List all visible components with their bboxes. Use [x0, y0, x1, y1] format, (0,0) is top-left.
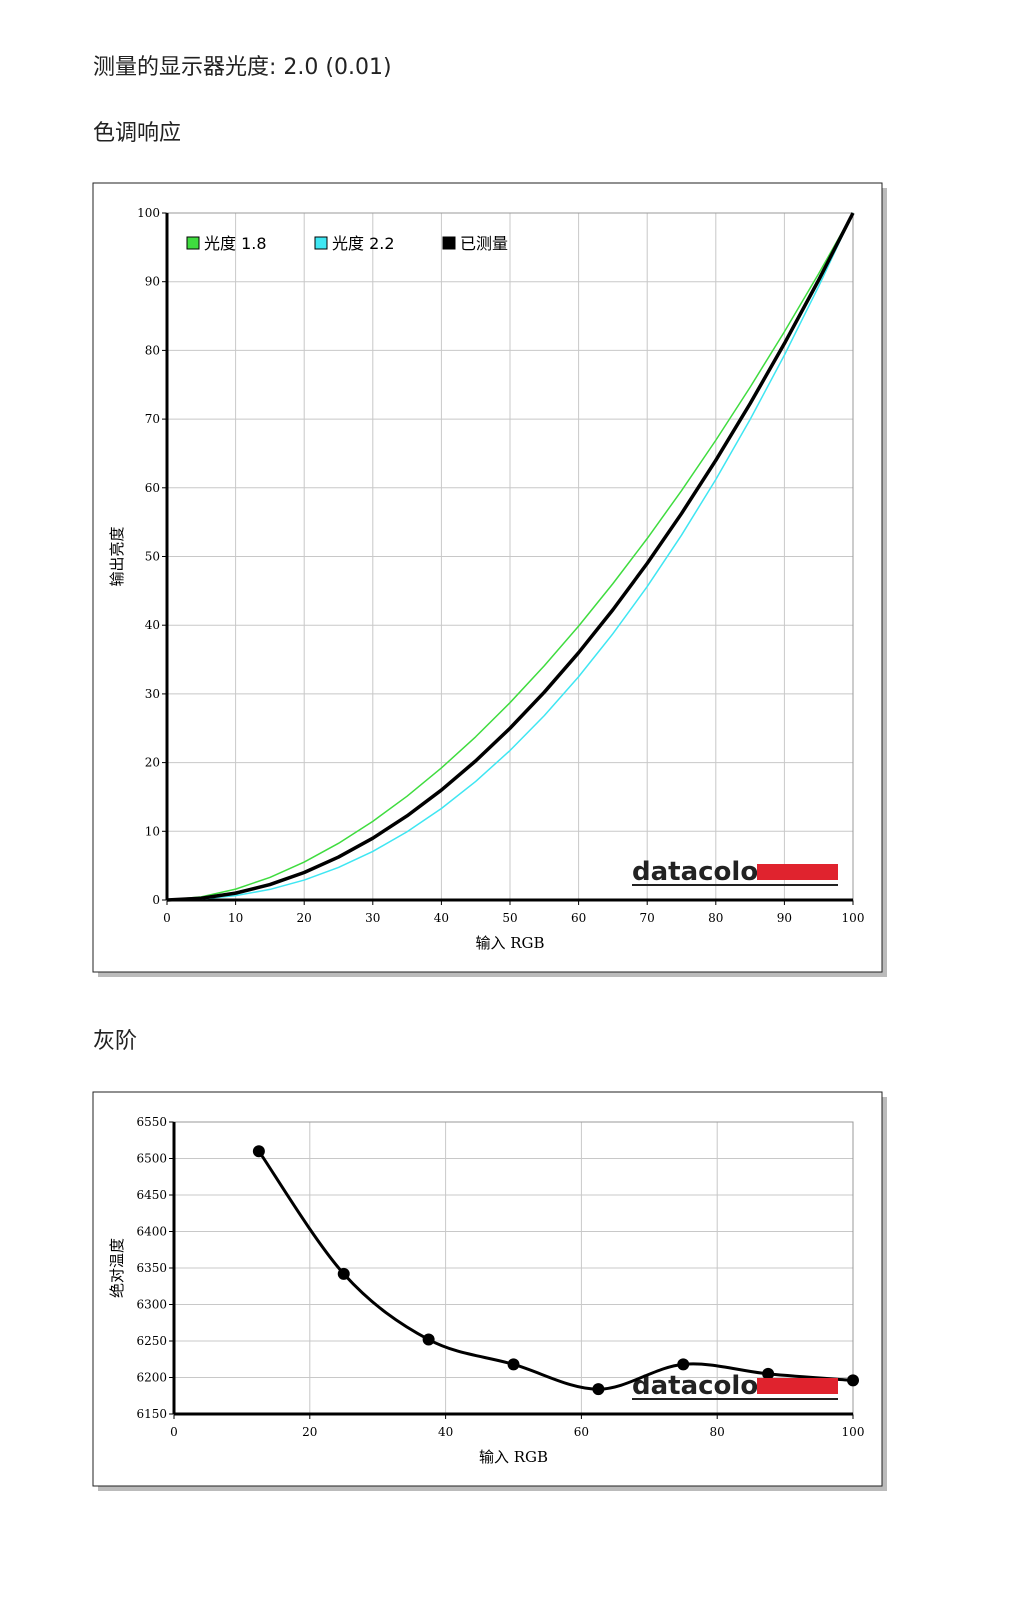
- series-line: [166, 212, 854, 901]
- x-tick-label: 20: [297, 911, 312, 925]
- series-line: [166, 212, 854, 901]
- y-tick-label: 40: [145, 618, 160, 632]
- x-axis-label: 输入 RGB: [475, 934, 544, 952]
- x-tick-label: 100: [842, 1425, 865, 1439]
- point: [337, 1267, 350, 1280]
- x-tick-label: 0: [163, 911, 171, 925]
- y-tick-label: 6250: [136, 1334, 167, 1348]
- y-tick-label: 30: [145, 687, 160, 701]
- legend-label: 已测量: [460, 234, 508, 253]
- x-tick-label: 60: [574, 1425, 589, 1439]
- x-tick-label: 100: [842, 911, 865, 925]
- legend-label: 光度 1.8: [204, 234, 267, 253]
- x-tick-label: 10: [228, 911, 243, 925]
- x-tick-label: 90: [777, 911, 792, 925]
- legend-swatch: [186, 236, 200, 250]
- y-tick-label: 100: [137, 206, 160, 220]
- y-tick-label: 6450: [136, 1188, 167, 1202]
- x-tick-label: 80: [708, 911, 723, 925]
- section-title: 灰阶: [93, 1029, 137, 1054]
- point: [677, 1358, 690, 1371]
- y-tick-label: 50: [145, 550, 160, 564]
- series-line: [166, 212, 855, 902]
- x-tick-label: 40: [438, 1425, 453, 1439]
- point: [422, 1333, 435, 1346]
- x-tick-label: 80: [710, 1425, 725, 1439]
- watermark: datacolor: [632, 857, 771, 887]
- y-tick-label: 6150: [136, 1407, 167, 1421]
- y-tick-label: 20: [145, 756, 160, 770]
- watermark: datacolor: [632, 1371, 771, 1401]
- y-tick-label: 60: [145, 481, 160, 495]
- legend-label: 光度 2.2: [332, 234, 395, 253]
- x-axis-label: 输入 RGB: [479, 1448, 548, 1466]
- measured-gamma: 测量的显示器光度: 2.0 (0.01): [93, 55, 392, 80]
- y-tick-label: 90: [145, 275, 160, 289]
- y-axis-label: 绝对温度: [108, 1238, 126, 1298]
- section-title: 色调响应: [93, 121, 181, 146]
- legend-swatch: [314, 236, 328, 250]
- panel: [92, 182, 883, 973]
- point: [507, 1358, 520, 1371]
- x-tick-label: 0: [170, 1425, 178, 1439]
- y-tick-label: 6200: [136, 1371, 167, 1385]
- x-tick-label: 20: [302, 1425, 317, 1439]
- point: [847, 1374, 859, 1387]
- y-tick-label: 80: [145, 343, 160, 357]
- y-axis-label: 输出亮度: [108, 526, 126, 586]
- y-tick-label: 6350: [136, 1261, 167, 1275]
- y-tick-label: 10: [145, 824, 160, 838]
- x-tick-label: 50: [502, 911, 517, 925]
- y-tick-label: 6500: [136, 1152, 167, 1166]
- y-tick-label: 70: [145, 412, 160, 426]
- panel: [92, 1091, 883, 1487]
- x-tick-label: 60: [571, 911, 586, 925]
- point: [592, 1383, 605, 1396]
- x-tick-label: 40: [434, 911, 449, 925]
- y-tick-label: 0: [152, 893, 160, 907]
- point: [252, 1145, 265, 1158]
- y-tick-label: 6300: [136, 1298, 167, 1312]
- watermark-bar: [757, 864, 838, 880]
- legend-swatch: [442, 236, 456, 250]
- y-tick-label: 6550: [136, 1115, 167, 1129]
- x-tick-label: 30: [365, 911, 380, 925]
- y-tick-label: 6400: [136, 1225, 167, 1239]
- x-tick-label: 70: [640, 911, 655, 925]
- point: [762, 1367, 775, 1380]
- watermark-bar: [757, 1378, 838, 1394]
